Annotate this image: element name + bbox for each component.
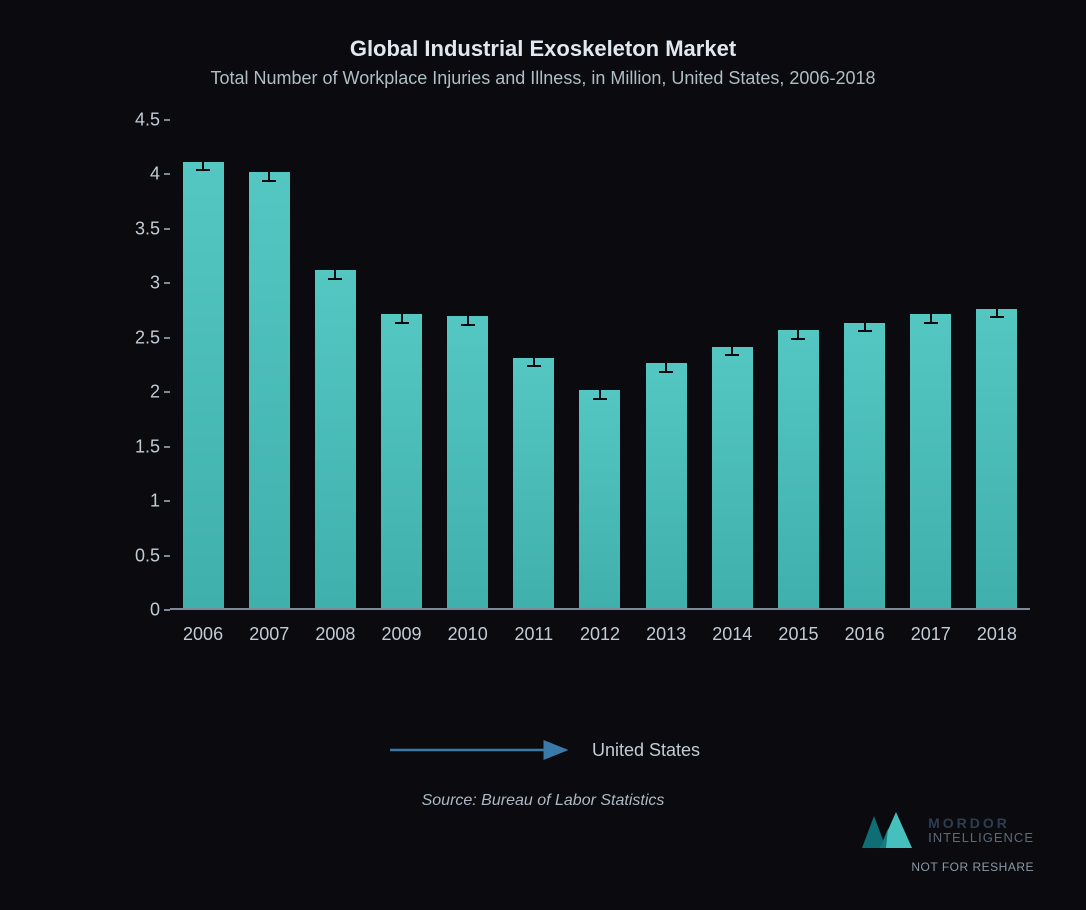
x-tick-label: 2014 [712, 624, 752, 645]
x-tick-label: 2015 [778, 624, 818, 645]
chart-area: Injuries and Illnesses (Million) 00.511.… [80, 120, 1030, 680]
error-cap [328, 278, 342, 280]
y-tick-label: 4.5 [100, 110, 160, 131]
bar [513, 358, 554, 608]
bar [579, 390, 620, 608]
legend-arrow-icon [386, 738, 576, 762]
y-tick-label: 0.5 [100, 545, 160, 566]
error-cap [461, 311, 475, 313]
bar [183, 162, 224, 608]
brand-logo: MORDOR INTELLIGENCE [860, 810, 1034, 850]
y-tick-mark [164, 282, 170, 284]
bar [976, 309, 1017, 608]
x-tick-label: 2009 [382, 624, 422, 645]
y-tick-label: 3.5 [100, 218, 160, 239]
x-tick-label: 2013 [646, 624, 686, 645]
y-tick-label: 1.5 [100, 436, 160, 457]
error-cap [593, 385, 607, 387]
x-tick-label: 2011 [514, 624, 553, 645]
error-cap [725, 341, 739, 343]
bar [315, 270, 356, 608]
x-tick-label: 2016 [845, 624, 885, 645]
error-cap [924, 308, 938, 310]
y-tick-label: 2.5 [100, 327, 160, 348]
y-tick-mark [164, 337, 170, 339]
error-cap [196, 156, 210, 158]
brand-logo-text: MORDOR INTELLIGENCE [928, 816, 1034, 844]
error-cap [196, 169, 210, 171]
bar [447, 316, 488, 608]
error-cap [395, 322, 409, 324]
x-tick-label: 2010 [448, 624, 488, 645]
error-cap [990, 303, 1004, 305]
plot-region: 00.511.522.533.544.520062007200820092010… [170, 120, 1030, 610]
legend-label: United States [592, 740, 700, 761]
y-tick-label: 1 [100, 491, 160, 512]
y-tick-mark [164, 555, 170, 557]
error-cap [725, 354, 739, 356]
error-cap [262, 167, 276, 169]
error-cap [527, 365, 541, 367]
x-tick-label: 2018 [977, 624, 1017, 645]
x-tick-label: 2008 [315, 624, 355, 645]
legend: United States [0, 738, 1086, 762]
mordor-logo-icon [860, 810, 916, 850]
bar [381, 314, 422, 608]
error-cap [659, 357, 673, 359]
error-cap [791, 325, 805, 327]
chart-title: Global Industrial Exoskeleton Market [0, 36, 1086, 62]
x-tick-label: 2012 [580, 624, 620, 645]
y-tick-mark [164, 228, 170, 230]
x-tick-label: 2007 [249, 624, 289, 645]
y-tick-mark [164, 173, 170, 175]
y-tick-mark [164, 446, 170, 448]
error-cap [262, 180, 276, 182]
y-tick-mark [164, 391, 170, 393]
y-tick-mark [164, 119, 170, 121]
y-tick-label: 4 [100, 164, 160, 185]
error-cap [791, 338, 805, 340]
bar [778, 330, 819, 608]
error-cap [990, 316, 1004, 318]
bar [844, 323, 885, 608]
x-tick-label: 2006 [183, 624, 223, 645]
error-cap [593, 398, 607, 400]
y-tick-mark [164, 609, 170, 611]
bar [646, 363, 687, 608]
error-cap [659, 371, 673, 373]
error-cap [924, 322, 938, 324]
brand-name: MORDOR [928, 816, 1034, 831]
y-tick-label: 2 [100, 382, 160, 403]
x-tick-label: 2017 [911, 624, 951, 645]
chart-subtitle: Total Number of Workplace Injuries and I… [0, 68, 1086, 89]
error-cap [527, 352, 541, 354]
bar [712, 347, 753, 608]
error-cap [328, 265, 342, 267]
bar [249, 172, 290, 608]
y-tick-label: 3 [100, 273, 160, 294]
source-citation: Source: Bureau of Labor Statistics [0, 792, 1086, 810]
error-cap [395, 308, 409, 310]
y-tick-mark [164, 500, 170, 502]
reshare-badge: NOT FOR RESHARE [911, 860, 1034, 874]
error-cap [858, 317, 872, 319]
y-tick-label: 0 [100, 600, 160, 621]
chart-title-block: Global Industrial Exoskeleton Market Tot… [0, 36, 1086, 89]
error-cap [858, 330, 872, 332]
error-cap [461, 324, 475, 326]
bar [910, 314, 951, 608]
brand-tagline: INTELLIGENCE [928, 831, 1034, 845]
